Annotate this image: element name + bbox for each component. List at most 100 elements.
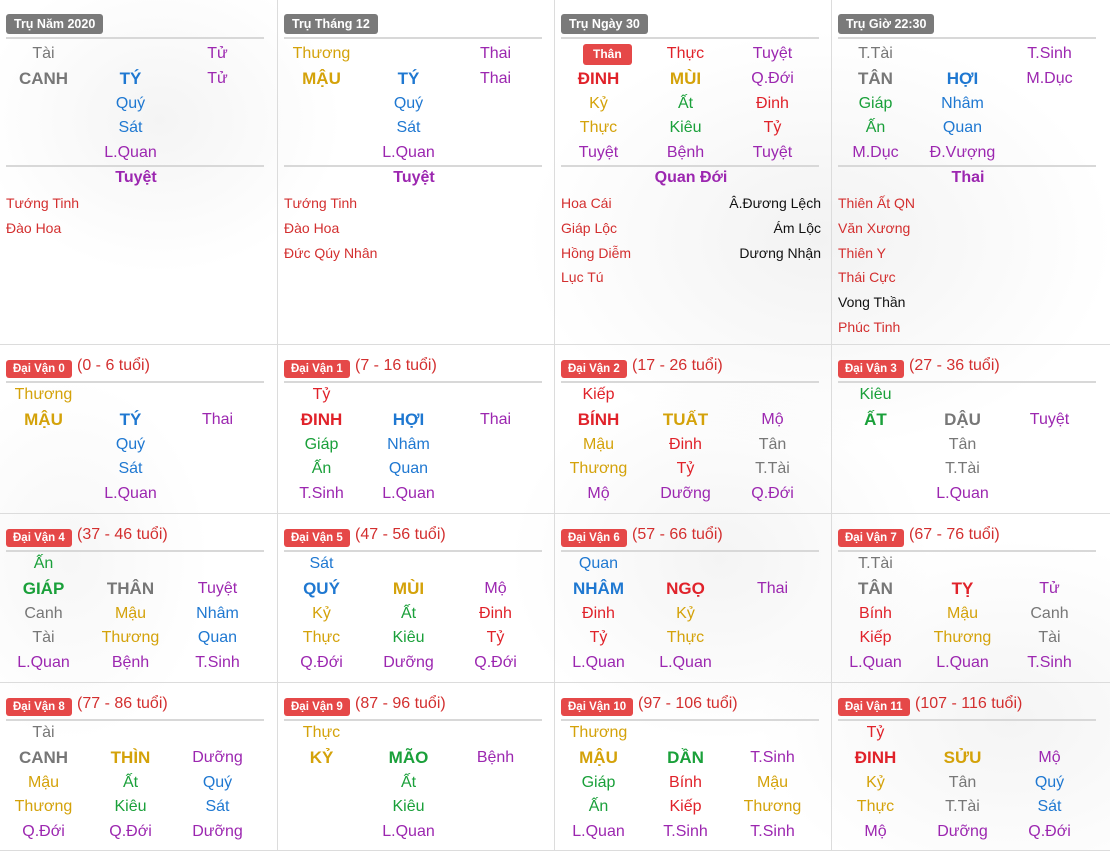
ganzhi-row: Tỷ Thực (555, 626, 817, 650)
divider (284, 381, 542, 383)
ganzhi-cell: Kiếp (859, 629, 892, 647)
dai-van-age: (57 - 66 tuổi) (632, 526, 723, 543)
dai-van-age: (67 - 76 tuổi) (909, 526, 1000, 543)
ganzhi-row: Ấn Kiếp Thương (555, 795, 817, 819)
ganzhi-cell: Tuyệt (752, 45, 793, 62)
ganzhi-row: L.Quan (278, 141, 540, 165)
ganzhi-cell: CANH (18, 747, 69, 767)
ganzhi-row: T.Sinh L.Quan (278, 482, 540, 506)
ganzhi-cell: TÝ (397, 68, 420, 88)
dai-van-cell: Đại Vận 7 (67 - 76 tuổi) T.Tài TÂN TỴ Tử Bính M… (832, 514, 1110, 683)
ganzhi-cell: NHÂM (573, 578, 624, 598)
ganzhi-cell: Kiếp (582, 386, 615, 403)
ganzhi-cell: THÂN (106, 578, 155, 598)
ganzhi-row: Kiêu (832, 383, 1094, 407)
ganzhi-row: Giáp Nhâm (832, 92, 1094, 116)
ganzhi-cell: Thực (579, 119, 618, 137)
ganzhi-cell: Bính (859, 604, 892, 622)
ganzhi-row: T.Tài (832, 552, 1094, 576)
ganzhi-row: L.Quan L.Quan T.Sinh (832, 651, 1094, 675)
dai-van-label: Đại Vận 3 (838, 360, 904, 378)
ganzhi-row: MẬU TÝ Thai (278, 67, 540, 91)
ganzhi-cell: T.Sinh (750, 748, 795, 766)
ganzhi-cell: Quan (388, 460, 429, 478)
ganzhi-cell: Q.Đới (109, 823, 152, 841)
ganzhi-row: Mậu Đinh Tân (555, 433, 817, 457)
ganzhi-cell: T.Tài (858, 555, 893, 572)
ganzhi-row: Tài (0, 721, 262, 745)
ganzhi-cell: Thai (756, 579, 789, 597)
pillar-cell: Trụ Giờ 22:30 T.Tài T.Sinh TÂN HỢI M.Dục Giáp N… (832, 0, 1110, 345)
ganzhi-cell: HỢI (392, 409, 425, 429)
ganzhi-row: Sát (0, 116, 262, 140)
divider (561, 719, 819, 721)
ganzhi-cell: Thương (14, 798, 73, 816)
ganzhi-cell: Kỷ (589, 94, 608, 112)
ganzhi-cell: HỢI (946, 68, 979, 88)
ganzhi-row: T.Tài T.Sinh (832, 42, 1094, 66)
ganzhi-cell: Mộ (484, 579, 507, 597)
ganzhi-cell: Tài (32, 629, 55, 647)
truong-sinh-label: Quan Đới (654, 169, 728, 186)
ganzhi-cell: Kỷ (866, 773, 885, 791)
ganzhi-cell: NGỌ (666, 578, 705, 598)
ganzhi-row: Giáp Nhâm (278, 433, 540, 457)
star-item: Hồng Diễm (561, 244, 632, 261)
ganzhi-cell: Quan (197, 629, 238, 647)
ganzhi-cell: Mộ (761, 410, 784, 428)
ganzhi-cell: Sát (309, 555, 334, 572)
ganzhi-row: ĐINH MÙI Q.Đới (555, 67, 817, 91)
dai-van-label: Đại Vận 1 (284, 360, 350, 378)
ganzhi-row: Sát (278, 552, 540, 576)
dai-van-cell: Đại Vận 2 (17 - 26 tuổi) Kiếp BÍNH TUẤT Mộ Mậu… (555, 345, 832, 514)
dai-van-age: (87 - 96 tuổi) (355, 695, 446, 712)
ganzhi-cell: Thương (743, 798, 802, 816)
ganzhi-cell: Dưỡng (383, 654, 434, 672)
ganzhi-row: Quý (0, 433, 262, 457)
ganzhi-row: T.Tài (832, 457, 1094, 481)
ganzhi-cell: Tài (32, 45, 55, 62)
ganzhi-cell: Tử (207, 45, 228, 62)
ganzhi-row: Mộ Dưỡng Q.Đới (832, 820, 1094, 844)
ganzhi-cell: ẤT (864, 409, 887, 429)
ganzhi-row: Kỷ Ất Đinh (555, 92, 817, 116)
ganzhi-row: Tuyệt Bệnh Tuyệt (555, 141, 817, 165)
ganzhi-cell: Tỷ (312, 386, 331, 403)
ganzhi-cell: TÂN (858, 578, 893, 598)
ganzhi-cell: Thai (479, 410, 512, 428)
ganzhi-cell: Ấn (311, 460, 332, 478)
divider (561, 165, 819, 167)
ganzhi-row: NHÂM NGỌ Thai (555, 577, 817, 601)
ganzhi-cell: Mậu (27, 773, 60, 791)
ganzhi-cell: Giáp (304, 435, 339, 453)
star-item: Thái Cực (838, 269, 896, 286)
ganzhi-cell: Thai (201, 410, 234, 428)
ganzhi-row: L.Quan T.Sinh T.Sinh (555, 820, 817, 844)
ganzhi-cell: Thực (666, 45, 705, 62)
ganzhi-row: Ất (278, 771, 540, 795)
dai-van-age: (97 - 106 tuổi) (638, 695, 738, 712)
ganzhi-cell: T.Sinh (299, 485, 344, 503)
pillar-cell: Trụ Tháng 12 Thương Thai MẬU TÝ Thai Quý Sát L.Q… (278, 0, 555, 345)
ganzhi-cell: L.Quan (572, 823, 625, 841)
ganzhi-cell: Mậu (582, 435, 615, 453)
ganzhi-cell: Kiêu (392, 798, 425, 816)
dai-van-age: (7 - 16 tuổi) (355, 357, 437, 374)
ganzhi-cell: Đ.Vượng (929, 144, 996, 162)
dai-van-age: (17 - 26 tuổi) (632, 357, 723, 374)
dai-van-cell: Đại Vận 11 (107 - 116 tuổi) Tỷ ĐINH SỬU Mộ Kỷ T… (832, 683, 1110, 851)
ganzhi-cell: Mậu (756, 773, 789, 791)
pillar-cell: Trụ Ngày 30 Thân Thực Tuyệt ĐINH MÙI Q.Đới Kỷ Ất… (555, 0, 832, 345)
ganzhi-cell: Dưỡng (937, 823, 988, 841)
ganzhi-row: Thương Tỷ T.Tài (555, 457, 817, 481)
ganzhi-row: Thực (278, 721, 540, 745)
ganzhi-cell: Dưỡng (192, 823, 243, 841)
divider (6, 37, 264, 39)
ganzhi-cell: Thực (856, 798, 895, 816)
ganzhi-row: Mậu Ất Quý (0, 771, 262, 795)
dai-van-age: (37 - 46 tuổi) (77, 526, 168, 543)
truong-sinh-label: Thai (951, 169, 985, 186)
ganzhi-cell: Đinh (582, 604, 615, 622)
